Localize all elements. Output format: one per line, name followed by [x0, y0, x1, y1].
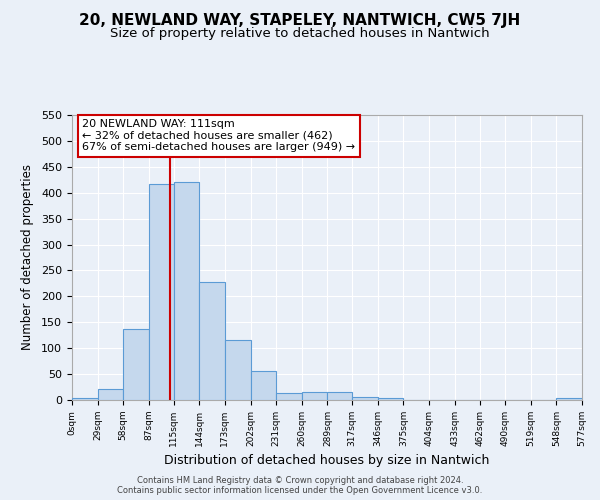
Bar: [72, 398, 98, 400]
Bar: [123, 329, 149, 400]
Bar: [199, 282, 225, 400]
X-axis label: Distribution of detached houses by size in Nantwich: Distribution of detached houses by size …: [164, 454, 490, 468]
Text: Contains HM Land Registry data © Crown copyright and database right 2024.
Contai: Contains HM Land Registry data © Crown c…: [118, 476, 482, 495]
Y-axis label: Number of detached properties: Number of detached properties: [21, 164, 34, 350]
Text: Size of property relative to detached houses in Nantwich: Size of property relative to detached ho…: [110, 28, 490, 40]
Text: 20, NEWLAND WAY, STAPELEY, NANTWICH, CW5 7JH: 20, NEWLAND WAY, STAPELEY, NANTWICH, CW5…: [79, 12, 521, 28]
Bar: [276, 394, 302, 400]
Bar: [251, 371, 276, 400]
Bar: [378, 398, 403, 400]
Bar: [173, 182, 199, 400]
Bar: [352, 397, 378, 400]
Bar: [225, 340, 251, 400]
Bar: [328, 392, 352, 400]
Bar: [98, 388, 123, 400]
Bar: [556, 398, 582, 400]
Bar: [302, 392, 328, 400]
Text: 20 NEWLAND WAY: 111sqm
← 32% of detached houses are smaller (462)
67% of semi-de: 20 NEWLAND WAY: 111sqm ← 32% of detached…: [82, 120, 355, 152]
Bar: [149, 184, 173, 400]
